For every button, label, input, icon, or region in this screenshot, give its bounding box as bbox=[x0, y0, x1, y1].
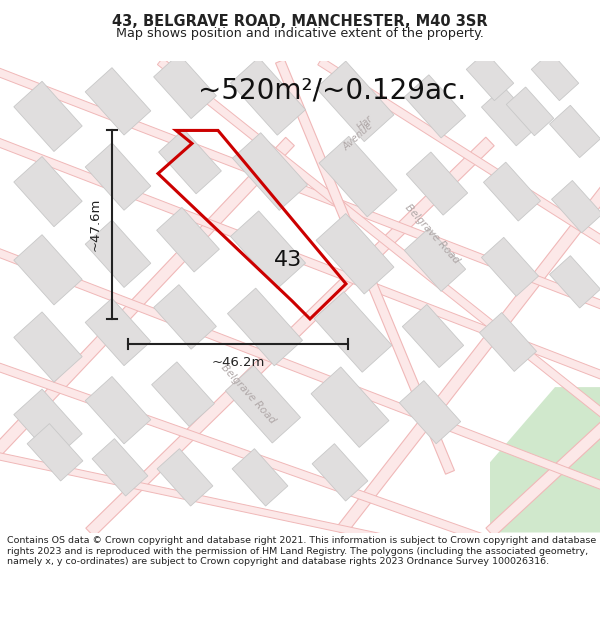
Text: Har: Har bbox=[355, 114, 375, 133]
Polygon shape bbox=[85, 68, 151, 135]
Polygon shape bbox=[275, 59, 454, 474]
Polygon shape bbox=[0, 138, 295, 537]
Polygon shape bbox=[316, 61, 394, 142]
Polygon shape bbox=[314, 292, 392, 372]
Polygon shape bbox=[312, 444, 368, 501]
Polygon shape bbox=[318, 58, 600, 256]
Text: Belgrave Road: Belgrave Road bbox=[403, 202, 461, 265]
Polygon shape bbox=[550, 105, 600, 158]
Polygon shape bbox=[311, 367, 389, 448]
Polygon shape bbox=[157, 449, 213, 506]
Polygon shape bbox=[14, 81, 82, 151]
Text: Contains OS data © Crown copyright and database right 2021. This information is : Contains OS data © Crown copyright and d… bbox=[7, 536, 596, 566]
Polygon shape bbox=[14, 235, 82, 305]
Polygon shape bbox=[486, 408, 600, 537]
Polygon shape bbox=[0, 449, 501, 566]
Polygon shape bbox=[85, 376, 151, 444]
Polygon shape bbox=[0, 127, 600, 386]
Polygon shape bbox=[230, 58, 305, 135]
Polygon shape bbox=[0, 238, 600, 496]
Polygon shape bbox=[154, 284, 217, 349]
Polygon shape bbox=[481, 238, 539, 296]
Text: ~520m²/~0.129ac.: ~520m²/~0.129ac. bbox=[198, 76, 466, 104]
Polygon shape bbox=[85, 220, 151, 288]
Polygon shape bbox=[531, 52, 579, 101]
Polygon shape bbox=[152, 362, 214, 426]
Text: ~47.6m: ~47.6m bbox=[89, 198, 102, 251]
Polygon shape bbox=[479, 312, 536, 371]
Polygon shape bbox=[316, 214, 394, 294]
Polygon shape bbox=[154, 54, 217, 119]
Polygon shape bbox=[14, 312, 82, 382]
Polygon shape bbox=[14, 389, 82, 459]
Polygon shape bbox=[400, 381, 461, 444]
Polygon shape bbox=[226, 366, 301, 443]
Polygon shape bbox=[85, 298, 151, 366]
Polygon shape bbox=[0, 353, 581, 577]
Polygon shape bbox=[158, 129, 221, 194]
Polygon shape bbox=[0, 58, 600, 316]
Polygon shape bbox=[319, 136, 397, 217]
Polygon shape bbox=[157, 208, 220, 272]
Text: Map shows position and indicative extent of the property.: Map shows position and indicative extent… bbox=[116, 27, 484, 40]
Polygon shape bbox=[335, 168, 600, 536]
Polygon shape bbox=[466, 52, 514, 101]
Polygon shape bbox=[14, 156, 82, 227]
Polygon shape bbox=[550, 256, 600, 308]
Polygon shape bbox=[230, 211, 305, 289]
Text: Avenue: Avenue bbox=[341, 121, 375, 152]
Text: 43, BELGRAVE ROAD, MANCHESTER, M40 3SR: 43, BELGRAVE ROAD, MANCHESTER, M40 3SR bbox=[112, 14, 488, 29]
Polygon shape bbox=[157, 58, 600, 431]
Polygon shape bbox=[227, 288, 302, 366]
Polygon shape bbox=[86, 137, 494, 537]
Text: 43: 43 bbox=[274, 250, 302, 270]
Polygon shape bbox=[551, 181, 600, 232]
Polygon shape bbox=[403, 304, 464, 368]
Text: ~46.2m: ~46.2m bbox=[211, 356, 265, 369]
Text: Belgrave Road: Belgrave Road bbox=[219, 362, 277, 426]
Polygon shape bbox=[404, 75, 466, 138]
Polygon shape bbox=[481, 87, 539, 146]
Polygon shape bbox=[506, 87, 554, 136]
Polygon shape bbox=[404, 228, 466, 291]
Polygon shape bbox=[406, 152, 467, 215]
Polygon shape bbox=[85, 143, 151, 210]
Polygon shape bbox=[484, 162, 541, 221]
Polygon shape bbox=[92, 439, 148, 496]
Polygon shape bbox=[232, 132, 308, 211]
Polygon shape bbox=[490, 387, 600, 532]
Polygon shape bbox=[232, 449, 288, 506]
Polygon shape bbox=[27, 424, 83, 481]
